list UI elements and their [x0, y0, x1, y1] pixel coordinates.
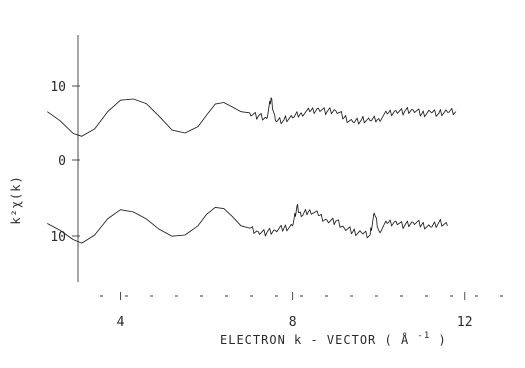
traces: [47, 97, 457, 244]
x-axis-title-sup: -1: [417, 331, 430, 341]
series-line-top: [47, 97, 457, 137]
x-axis-title-close: ): [438, 333, 446, 347]
x-axis-title-main: ELECTRON k - VECTOR ( Å: [220, 332, 409, 347]
y-tick-label: 0: [58, 154, 66, 169]
x-tick-label: 4: [117, 315, 125, 330]
y-tick-label: 10: [50, 80, 66, 95]
y-ticks: 10 0 10: [50, 80, 80, 245]
series-line-bottom: [47, 203, 448, 244]
x-ticks: 4 8 12: [117, 292, 473, 330]
y-axis-title: k²χ(k): [9, 175, 23, 224]
x-tick-label: 8: [289, 315, 297, 330]
x-axis-title: ELECTRON k - VECTOR ( Å -1 ): [220, 327, 447, 347]
x-tick-label: 12: [457, 315, 473, 330]
y-tick-label: 10: [50, 230, 66, 245]
